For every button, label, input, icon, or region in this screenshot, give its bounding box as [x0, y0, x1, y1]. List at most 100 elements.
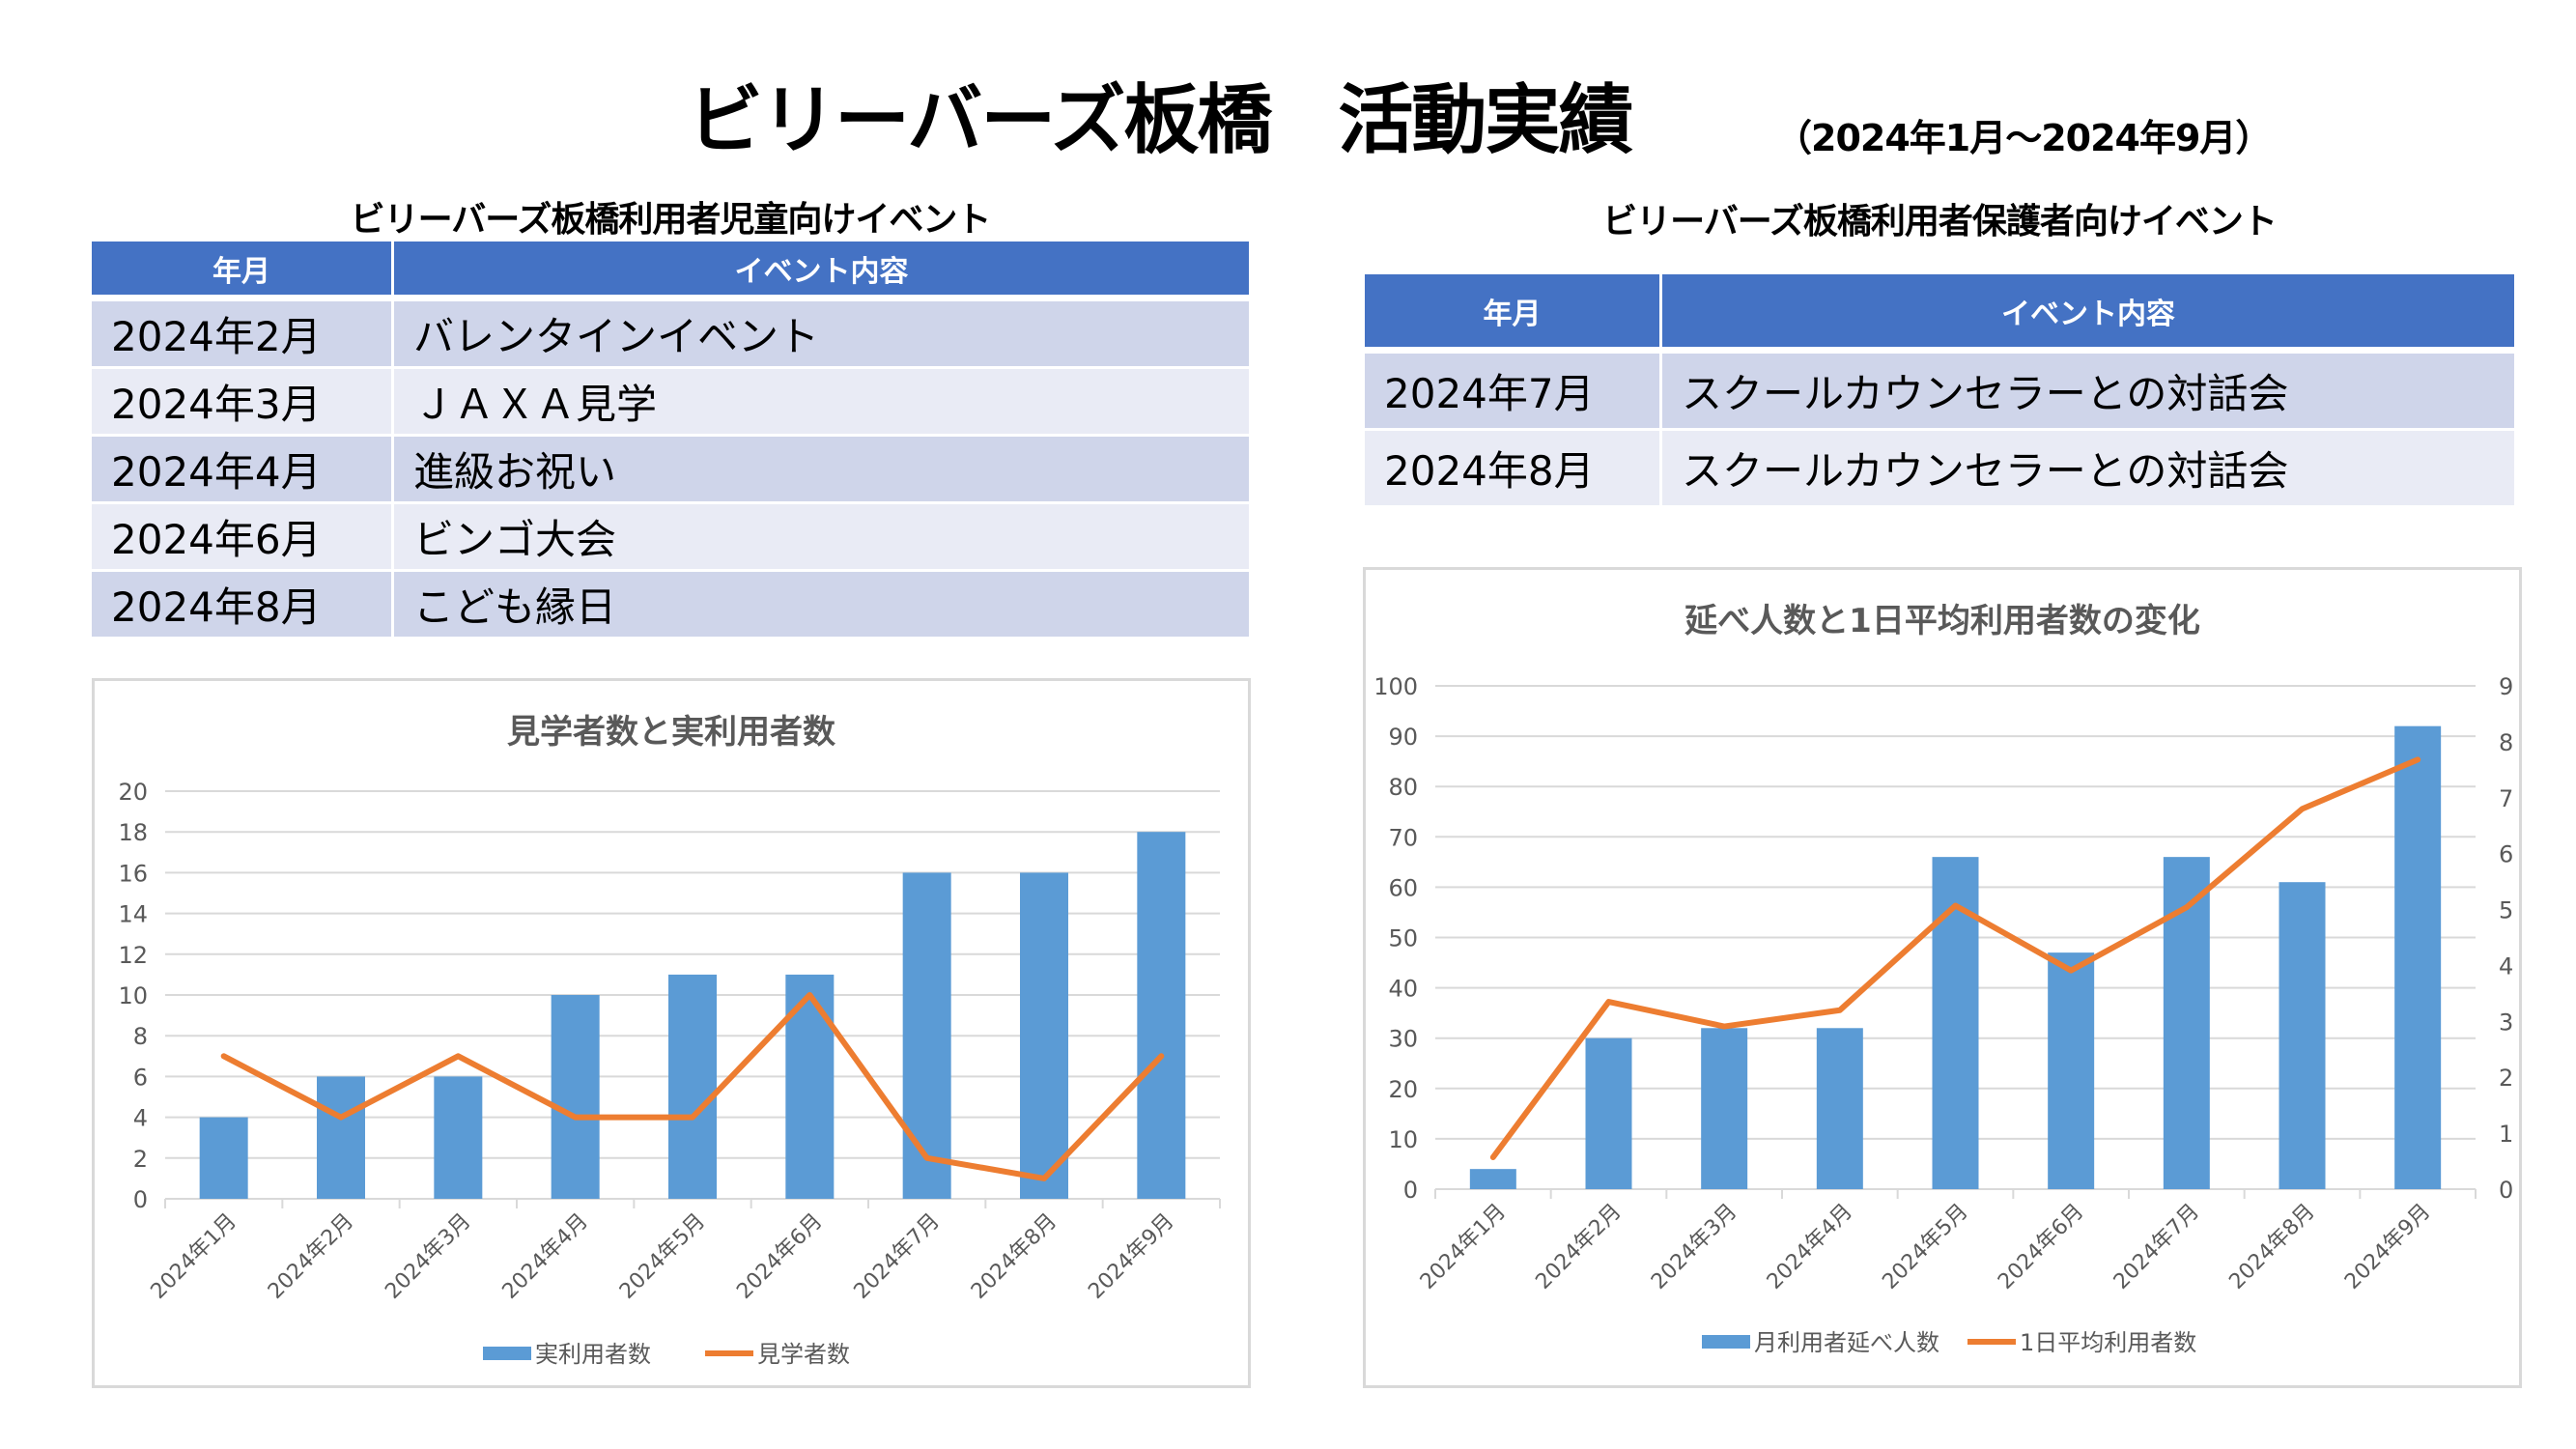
table-row: 2024年8月 スクールカウンセラーとの対話会 — [1365, 431, 2514, 508]
y2-tick-label: 8 — [2499, 729, 2513, 756]
children-events-table: 年月 イベント内容 2024年2月 バレンタインイベント 2024年3月 ＪＡＸＡ見学… — [92, 242, 1249, 639]
bar — [2048, 952, 2095, 1189]
legend-label: 実利用者数 — [535, 1341, 651, 1368]
bar — [1020, 872, 1068, 1199]
bar — [551, 995, 600, 1199]
x-tick-label: 2024年3月 — [1647, 1200, 1741, 1294]
guardian-events-table: 年月 イベント内容 2024年7月 スクールカウンセラーとの対話会 2024年8月ス… — [1365, 274, 2514, 508]
x-tick-label: 2024年7月 — [850, 1209, 945, 1304]
x-tick-label: 2024年6月 — [732, 1209, 827, 1304]
y-tick-label: 30 — [1388, 1026, 1418, 1053]
bar — [1137, 832, 1186, 1199]
y-tick-label: 16 — [118, 860, 148, 887]
y-tick-label: 70 — [1388, 824, 1418, 851]
y-tick-label: 10 — [1388, 1126, 1418, 1153]
bar — [1701, 1028, 1748, 1189]
cell-event: スクールカウンセラーとの対話会 — [1662, 431, 2514, 508]
y-tick-label: 6 — [133, 1064, 148, 1091]
y-tick-label: 20 — [118, 779, 148, 806]
cell-month: 2024年3月 — [92, 369, 394, 437]
page-title-org: ビリーバーズ板橋 — [688, 77, 1272, 164]
bar — [2394, 725, 2442, 1189]
x-tick-label: 2024年8月 — [967, 1209, 1062, 1304]
column-header-month: 年月 — [92, 242, 394, 301]
y-tick-label: 0 — [133, 1186, 148, 1213]
legend-label: 見学者数 — [757, 1341, 850, 1368]
children-events-title: ビリーバーズ板橋利用者児童向けイベント — [350, 200, 992, 240]
cell-event: スクールカウンセラーとの対話会 — [1662, 354, 2514, 431]
cell-month: 2024年8月 — [1365, 431, 1662, 508]
y-tick-label: 14 — [118, 901, 148, 928]
x-tick-label: 2024年4月 — [498, 1209, 593, 1304]
y-tick-label: 10 — [118, 982, 148, 1009]
y-tick-label: 2 — [133, 1146, 148, 1173]
y2-tick-label: 0 — [2499, 1177, 2513, 1204]
bar — [1816, 1028, 1863, 1189]
column-header-event: イベント内容 — [1662, 274, 2514, 354]
cell-month: 2024年2月 — [92, 301, 394, 369]
x-tick-label: 2024年1月 — [1416, 1200, 1511, 1294]
chart-visitors-users-svg: 見学者数と実利用者数 0 2 4 6 8 10 12 14 16 18 20 2024年1月 2024年2… — [118, 713, 1221, 1368]
legend-swatch-bar — [1702, 1335, 1750, 1349]
cell-event: こども縁日 — [394, 572, 1249, 639]
y2-tick-label: 7 — [2499, 785, 2513, 812]
y-tick-label: 50 — [1388, 925, 1418, 952]
x-tick-label: 2024年1月 — [147, 1209, 241, 1304]
cell-month: 2024年7月 — [1365, 354, 1662, 431]
x-tick-label: 2024年7月 — [2109, 1200, 2204, 1294]
x-tick-label: 2024年2月 — [1531, 1200, 1626, 1294]
y-tick-label: 100 — [1373, 673, 1418, 700]
cell-event: 進級お祝い — [394, 437, 1249, 504]
bar — [902, 872, 951, 1199]
period-label: （2024年1月～2024年9月） — [1775, 117, 2272, 159]
cell-event: バレンタインイベント — [394, 301, 1249, 369]
table-row: 2024年6月 ビンゴ大会 — [92, 504, 1249, 572]
page-title-activity: 活動実績 — [1338, 77, 1633, 164]
y-tick-label: 8 — [133, 1023, 148, 1050]
x-tick-label: 2024年6月 — [1994, 1200, 2088, 1294]
legend-label: 1日平均利用者数 — [2020, 1329, 2196, 1356]
y2-tick-label: 1 — [2499, 1121, 2513, 1148]
table-row: 2024年4月 進級お祝い — [92, 437, 1249, 504]
legend: 月利用者延べ人数 1日平均利用者数 — [1702, 1329, 2196, 1356]
table-row: 2024年2月 バレンタインイベント — [92, 301, 1249, 369]
guardian-events-title: ビリーバーズ板橋利用者保護者向けイベント — [1602, 202, 2278, 242]
y-tick-label: 4 — [133, 1105, 148, 1132]
bar — [1585, 1037, 1632, 1189]
chart-title: 延べ人数と1日平均利用者数の変化 — [1684, 602, 2200, 640]
table-row: 2024年3月 ＪＡＸＡ見学 — [92, 369, 1249, 437]
x-tick-label: 2024年5月 — [615, 1209, 710, 1304]
cell-month: 2024年4月 — [92, 437, 394, 504]
legend: 実利用者数 見学者数 — [483, 1341, 850, 1368]
y-tick-label: 60 — [1388, 874, 1418, 901]
cell-event: ビンゴ大会 — [394, 504, 1249, 572]
chart-title: 見学者数と実利用者数 — [507, 713, 835, 752]
page-title: ビリーバーズ板橋 活動実績 — [688, 60, 1633, 168]
y2-tick-label: 4 — [2499, 952, 2513, 980]
cell-month: 2024年6月 — [92, 504, 394, 572]
column-header-event: イベント内容 — [394, 242, 1249, 301]
y2-tick-label: 9 — [2499, 673, 2513, 700]
table-row: 2024年7月 スクールカウンセラーとの対話会 — [1365, 354, 2514, 431]
x-tick-label: 2024年9月 — [1084, 1209, 1178, 1304]
chart-visitors-users: 見学者数と実利用者数 0 2 4 6 8 10 12 14 16 18 20 2024年1月 2024年2… — [92, 678, 1251, 1388]
bar — [1469, 1169, 1516, 1189]
chart-monthly-daily-users-svg: 延べ人数と1日平均利用者数の変化 0 10 20 30 40 50 60 70 80 90 100 0 1… — [1373, 602, 2513, 1356]
bar — [668, 974, 717, 1199]
y-tick-label: 18 — [118, 819, 148, 846]
x-tick-label: 2024年8月 — [2224, 1200, 2319, 1294]
chart-monthly-daily-users: 延べ人数と1日平均利用者数の変化 0 10 20 30 40 50 60 70 80 90 100 0 1… — [1363, 567, 2522, 1388]
cell-event: ＪＡＸＡ見学 — [394, 369, 1249, 437]
bar — [199, 1117, 248, 1199]
bar — [2279, 882, 2326, 1189]
y2-tick-label: 5 — [2499, 897, 2513, 924]
table-row: 2024年8月 こども縁日 — [92, 572, 1249, 639]
x-tick-label: 2024年4月 — [1763, 1200, 1857, 1294]
bar — [317, 1076, 365, 1199]
bar — [434, 1076, 483, 1199]
y2-tick-label: 2 — [2499, 1065, 2513, 1092]
y-tick-label: 90 — [1388, 724, 1418, 751]
legend-label: 月利用者延べ人数 — [1754, 1329, 1939, 1356]
x-tick-label: 2024年2月 — [264, 1209, 358, 1304]
y-tick-label: 80 — [1388, 774, 1418, 801]
